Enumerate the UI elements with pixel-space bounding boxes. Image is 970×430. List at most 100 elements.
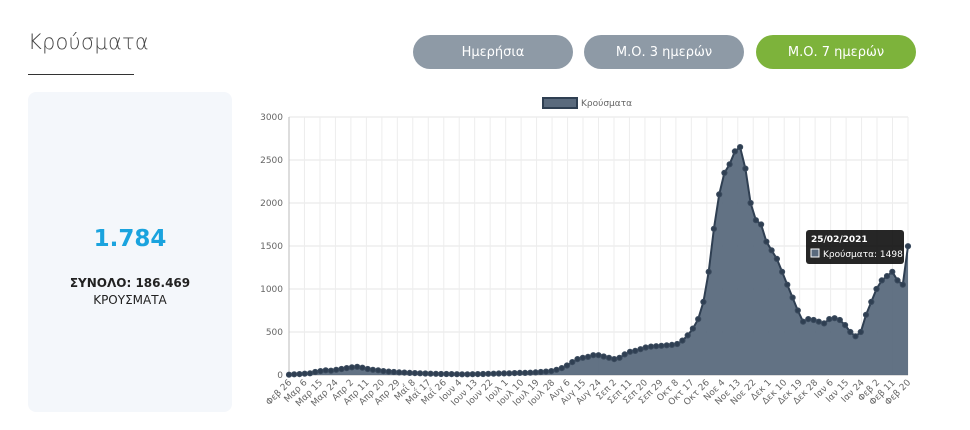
- data-point: [731, 148, 739, 155]
- data-point: [422, 370, 429, 377]
- data-point: [752, 217, 760, 224]
- data-point: [490, 370, 497, 377]
- data-point: [878, 277, 885, 284]
- data-point: [758, 221, 765, 228]
- data-point: [611, 356, 618, 363]
- y-tick-label: 2500: [260, 156, 283, 166]
- data-point: [569, 359, 576, 366]
- data-point: [695, 316, 702, 323]
- data-point: [763, 238, 770, 245]
- data-point: [642, 344, 649, 351]
- data-point: [511, 370, 518, 377]
- data-point: [883, 273, 891, 280]
- data-point: [779, 268, 786, 275]
- data-point: [605, 354, 613, 361]
- data-point: [312, 368, 319, 376]
- data-point: [862, 311, 870, 318]
- y-tick-label: 500: [266, 328, 283, 338]
- tooltip-box: [806, 230, 904, 264]
- data-point: [285, 371, 293, 378]
- summary-card: [28, 92, 232, 412]
- data-point: [826, 316, 833, 323]
- data-point: [375, 367, 382, 374]
- data-point: [579, 354, 586, 361]
- data-point: [296, 371, 303, 378]
- avg-3-days-button[interactable]: Μ.Ο. 3 ημερών: [584, 35, 744, 69]
- data-point: [805, 316, 812, 323]
- data-point: [721, 169, 728, 176]
- data-point: [464, 371, 471, 378]
- data-point: [689, 325, 697, 332]
- data-point: [501, 370, 508, 377]
- data-point: [668, 341, 676, 348]
- data-point: [716, 191, 723, 198]
- data-point: [658, 342, 665, 349]
- data-point: [385, 368, 392, 375]
- data-point: [480, 370, 487, 378]
- today-cases-value: 1.784: [93, 226, 167, 252]
- data-point: [836, 316, 843, 324]
- data-point: [306, 370, 314, 377]
- data-point: [532, 369, 539, 376]
- data-point: [453, 371, 460, 378]
- y-tick-label: 1000: [260, 285, 283, 295]
- data-point: [700, 298, 707, 305]
- data-point: [747, 199, 754, 207]
- data-point: [291, 371, 298, 378]
- y-tick-label: 1500: [260, 242, 283, 252]
- data-point: [522, 369, 529, 376]
- tooltip-value: Κρούσματα: 1498: [823, 249, 903, 260]
- data-point: [705, 268, 712, 275]
- data-point: [800, 318, 807, 325]
- data-point: [574, 356, 581, 363]
- data-point: [411, 370, 418, 377]
- data-point: [558, 365, 565, 372]
- data-point: [495, 370, 502, 377]
- data-point: [674, 340, 681, 348]
- y-tick-label: 0: [277, 371, 283, 381]
- y-tick-label: 3000: [260, 113, 283, 123]
- legend-label: Κρούσματα: [581, 98, 632, 109]
- data-point: [904, 243, 912, 250]
- data-point: [595, 352, 602, 359]
- data-point: [600, 353, 607, 360]
- daily-button[interactable]: Ημερήσια: [413, 35, 573, 69]
- data-point: [317, 368, 324, 375]
- data-point: [406, 369, 413, 376]
- data-point: [485, 370, 492, 377]
- data-point: [653, 343, 660, 350]
- data-point: [857, 328, 864, 336]
- data-point: [626, 348, 634, 355]
- data-point: [810, 316, 817, 324]
- data-point: [616, 354, 623, 361]
- data-point: [401, 369, 408, 376]
- data-point: [815, 318, 822, 325]
- data-point: [868, 298, 875, 305]
- data-point: [390, 368, 397, 376]
- data-point: [894, 277, 901, 284]
- data-point: [637, 346, 644, 353]
- data-point: [590, 352, 597, 359]
- data-point: [364, 365, 371, 373]
- data-point: [469, 371, 476, 378]
- data-point: [889, 268, 896, 275]
- data-point: [899, 281, 906, 288]
- data-point: [427, 370, 434, 377]
- data-point: [821, 320, 828, 327]
- data-point: [417, 370, 424, 377]
- data-point: [548, 368, 555, 375]
- data-point: [369, 366, 376, 373]
- data-point: [516, 369, 523, 376]
- data-point: [632, 347, 639, 354]
- y-tick-label: 2000: [260, 199, 283, 209]
- data-point: [831, 315, 838, 322]
- data-point: [432, 370, 439, 377]
- avg-7-days-button[interactable]: Μ.Ο. 7 ημερών: [756, 35, 916, 69]
- data-point: [474, 371, 481, 378]
- data-point: [847, 328, 854, 336]
- data-point: [343, 365, 350, 372]
- data-point: [359, 364, 366, 371]
- legend-swatch: [542, 97, 578, 109]
- data-point: [726, 161, 733, 168]
